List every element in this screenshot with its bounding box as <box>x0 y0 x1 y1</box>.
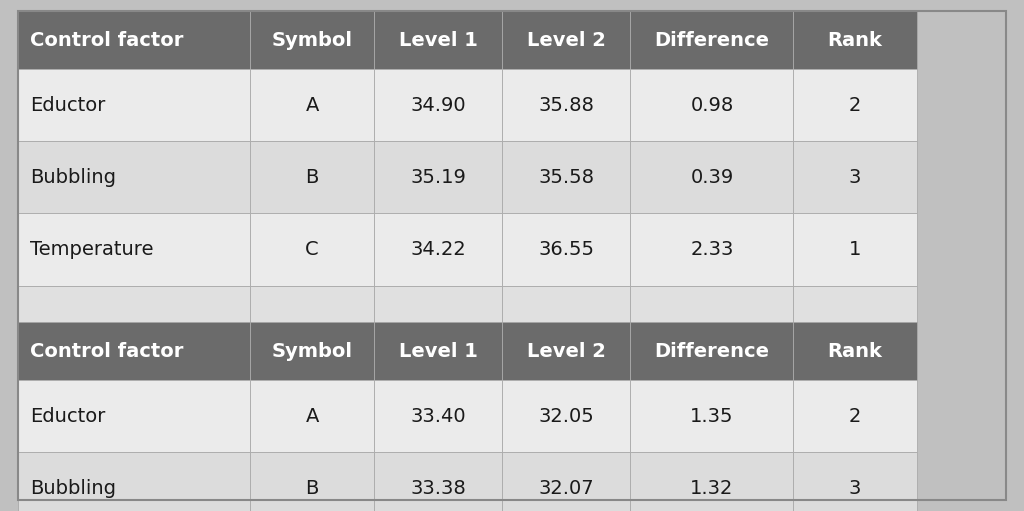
Bar <box>794 141 916 214</box>
Bar <box>251 322 374 380</box>
Text: Difference: Difference <box>654 342 769 361</box>
Text: 2: 2 <box>849 96 861 114</box>
Bar <box>374 380 502 452</box>
Bar <box>631 11 794 69</box>
Bar <box>502 141 631 214</box>
Text: 3: 3 <box>849 168 861 187</box>
Bar <box>631 322 794 380</box>
Bar <box>631 69 794 141</box>
Text: 35.58: 35.58 <box>539 168 594 187</box>
Bar <box>251 452 374 511</box>
Bar <box>374 11 502 69</box>
Text: Level 2: Level 2 <box>527 31 606 50</box>
Bar <box>631 214 794 286</box>
Text: 1: 1 <box>849 240 861 259</box>
Text: 33.38: 33.38 <box>410 479 466 498</box>
Bar <box>18 214 251 286</box>
Bar <box>502 11 631 69</box>
Bar <box>374 141 502 214</box>
Text: Rank: Rank <box>827 342 883 361</box>
Bar <box>374 214 502 286</box>
Text: 2.33: 2.33 <box>690 240 733 259</box>
Text: 34.90: 34.90 <box>411 96 466 114</box>
Bar <box>502 69 631 141</box>
Bar <box>18 452 251 511</box>
Text: 35.19: 35.19 <box>410 168 466 187</box>
Text: Bubbling: Bubbling <box>31 479 117 498</box>
Text: A: A <box>305 407 318 426</box>
Bar <box>18 286 251 322</box>
Bar <box>251 214 374 286</box>
Text: Control factor: Control factor <box>31 31 183 50</box>
Text: 33.40: 33.40 <box>411 407 466 426</box>
Bar <box>251 286 374 322</box>
Text: 1.35: 1.35 <box>690 407 733 426</box>
Text: 34.22: 34.22 <box>410 240 466 259</box>
Bar <box>502 322 631 380</box>
Text: 1.32: 1.32 <box>690 479 733 498</box>
Text: Symbol: Symbol <box>271 342 352 361</box>
Bar <box>631 452 794 511</box>
Text: Level 2: Level 2 <box>527 342 606 361</box>
Bar <box>794 322 916 380</box>
Text: 32.05: 32.05 <box>539 407 594 426</box>
Text: Temperature: Temperature <box>31 240 154 259</box>
Bar <box>794 380 916 452</box>
Text: Symbol: Symbol <box>271 31 352 50</box>
Bar <box>631 380 794 452</box>
Bar <box>794 11 916 69</box>
Text: 3: 3 <box>849 479 861 498</box>
Bar <box>18 11 251 69</box>
Bar <box>502 380 631 452</box>
Bar <box>251 380 374 452</box>
Text: Control factor: Control factor <box>31 342 183 361</box>
Text: 2: 2 <box>849 407 861 426</box>
Bar <box>251 11 374 69</box>
Bar <box>374 286 502 322</box>
Bar <box>374 322 502 380</box>
Text: Bubbling: Bubbling <box>31 168 117 187</box>
Text: Level 1: Level 1 <box>398 31 477 50</box>
Bar <box>631 286 794 322</box>
Bar <box>374 452 502 511</box>
Bar <box>18 380 251 452</box>
Bar <box>794 286 916 322</box>
Bar <box>374 69 502 141</box>
Text: Rank: Rank <box>827 31 883 50</box>
Text: 32.07: 32.07 <box>539 479 594 498</box>
Bar <box>502 214 631 286</box>
Bar <box>794 452 916 511</box>
Bar <box>18 69 251 141</box>
Text: Eductor: Eductor <box>31 96 105 114</box>
Text: B: B <box>305 168 318 187</box>
Bar <box>251 69 374 141</box>
Bar <box>502 286 631 322</box>
Text: 36.55: 36.55 <box>539 240 594 259</box>
Text: Level 1: Level 1 <box>398 342 477 361</box>
Text: A: A <box>305 96 318 114</box>
Bar <box>251 141 374 214</box>
Text: Difference: Difference <box>654 31 769 50</box>
Text: B: B <box>305 479 318 498</box>
Text: C: C <box>305 240 318 259</box>
Text: Eductor: Eductor <box>31 407 105 426</box>
Bar <box>794 69 916 141</box>
Text: 0.98: 0.98 <box>690 96 733 114</box>
Bar <box>18 141 251 214</box>
Text: 0.39: 0.39 <box>690 168 733 187</box>
Bar <box>18 322 251 380</box>
Bar <box>502 452 631 511</box>
Text: 35.88: 35.88 <box>539 96 594 114</box>
Bar <box>794 214 916 286</box>
Bar <box>631 141 794 214</box>
